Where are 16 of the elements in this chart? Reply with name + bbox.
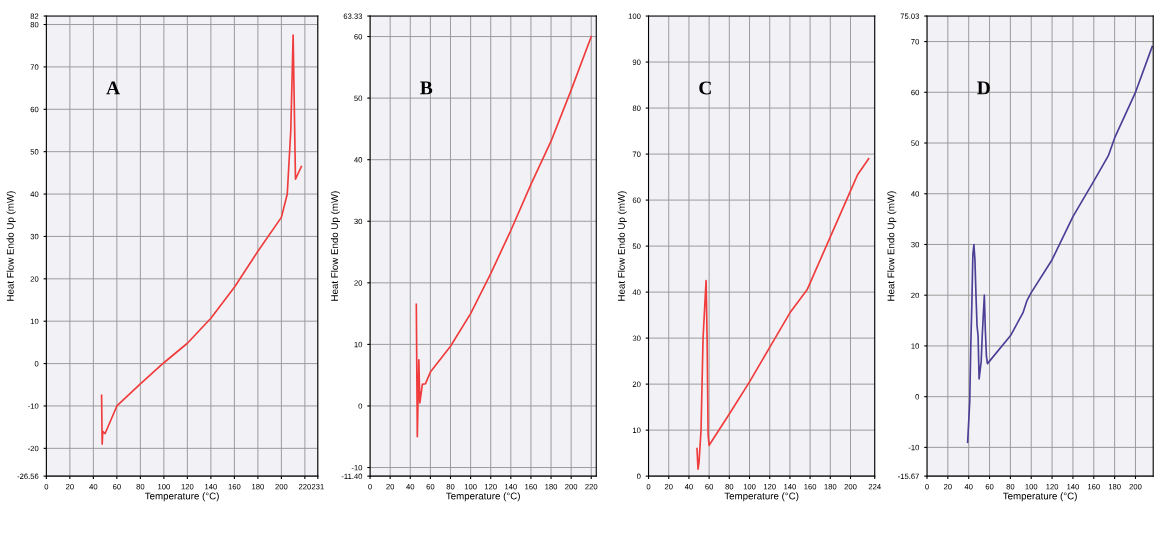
line-series [966,45,1153,444]
line-series [415,35,593,438]
y-axis-title: Heat Flow Endo Up (mW) [887,191,897,301]
line-series [100,34,303,445]
x-axis-title: Temperature (°C) [724,492,799,502]
y-axis-title: Heat Flow Endo Up (mW) [330,191,340,301]
annotation: A [106,81,120,95]
y-axis-title: Heat Flow Endo Up (mW) [617,191,627,301]
line-series [696,157,870,471]
annotation: B [420,81,433,95]
x-axis-title: Temperature (°C) [446,492,520,502]
y-axis-title: Heat Flow Endo Up (mW) [6,191,16,301]
x-axis-title: Temperature (°C) [144,492,219,502]
annotation: C [699,81,711,95]
annotation: D [977,81,990,95]
x-axis-title: Temperature (°C) [1002,492,1077,502]
